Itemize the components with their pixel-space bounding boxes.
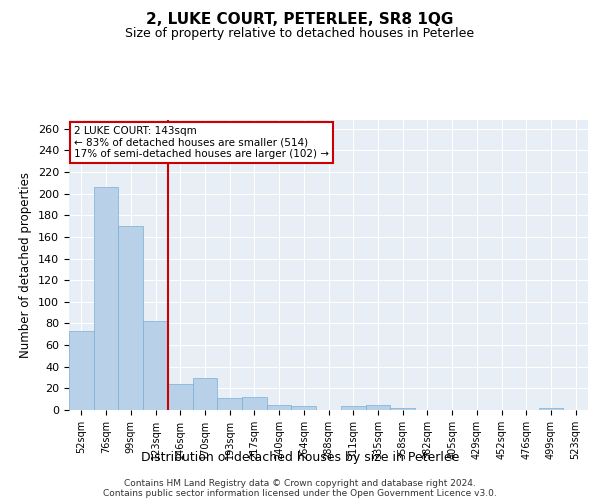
Bar — [168, 384, 193, 410]
Bar — [292, 406, 316, 410]
Bar — [242, 397, 267, 410]
Bar — [94, 187, 118, 410]
Text: Contains HM Land Registry data © Crown copyright and database right 2024.: Contains HM Land Registry data © Crown c… — [124, 480, 476, 488]
Bar — [390, 408, 415, 410]
Bar — [539, 408, 563, 410]
Bar — [267, 404, 292, 410]
Bar — [341, 406, 365, 410]
Y-axis label: Number of detached properties: Number of detached properties — [19, 172, 32, 358]
Text: Distribution of detached houses by size in Peterlee: Distribution of detached houses by size … — [141, 451, 459, 464]
Text: Contains public sector information licensed under the Open Government Licence v3: Contains public sector information licen… — [103, 490, 497, 498]
Bar — [193, 378, 217, 410]
Bar — [118, 226, 143, 410]
Bar — [217, 398, 242, 410]
Bar — [69, 331, 94, 410]
Text: 2 LUKE COURT: 143sqm
← 83% of detached houses are smaller (514)
17% of semi-deta: 2 LUKE COURT: 143sqm ← 83% of detached h… — [74, 126, 329, 159]
Text: 2, LUKE COURT, PETERLEE, SR8 1QG: 2, LUKE COURT, PETERLEE, SR8 1QG — [146, 12, 454, 28]
Bar — [365, 404, 390, 410]
Bar — [143, 322, 168, 410]
Text: Size of property relative to detached houses in Peterlee: Size of property relative to detached ho… — [125, 28, 475, 40]
